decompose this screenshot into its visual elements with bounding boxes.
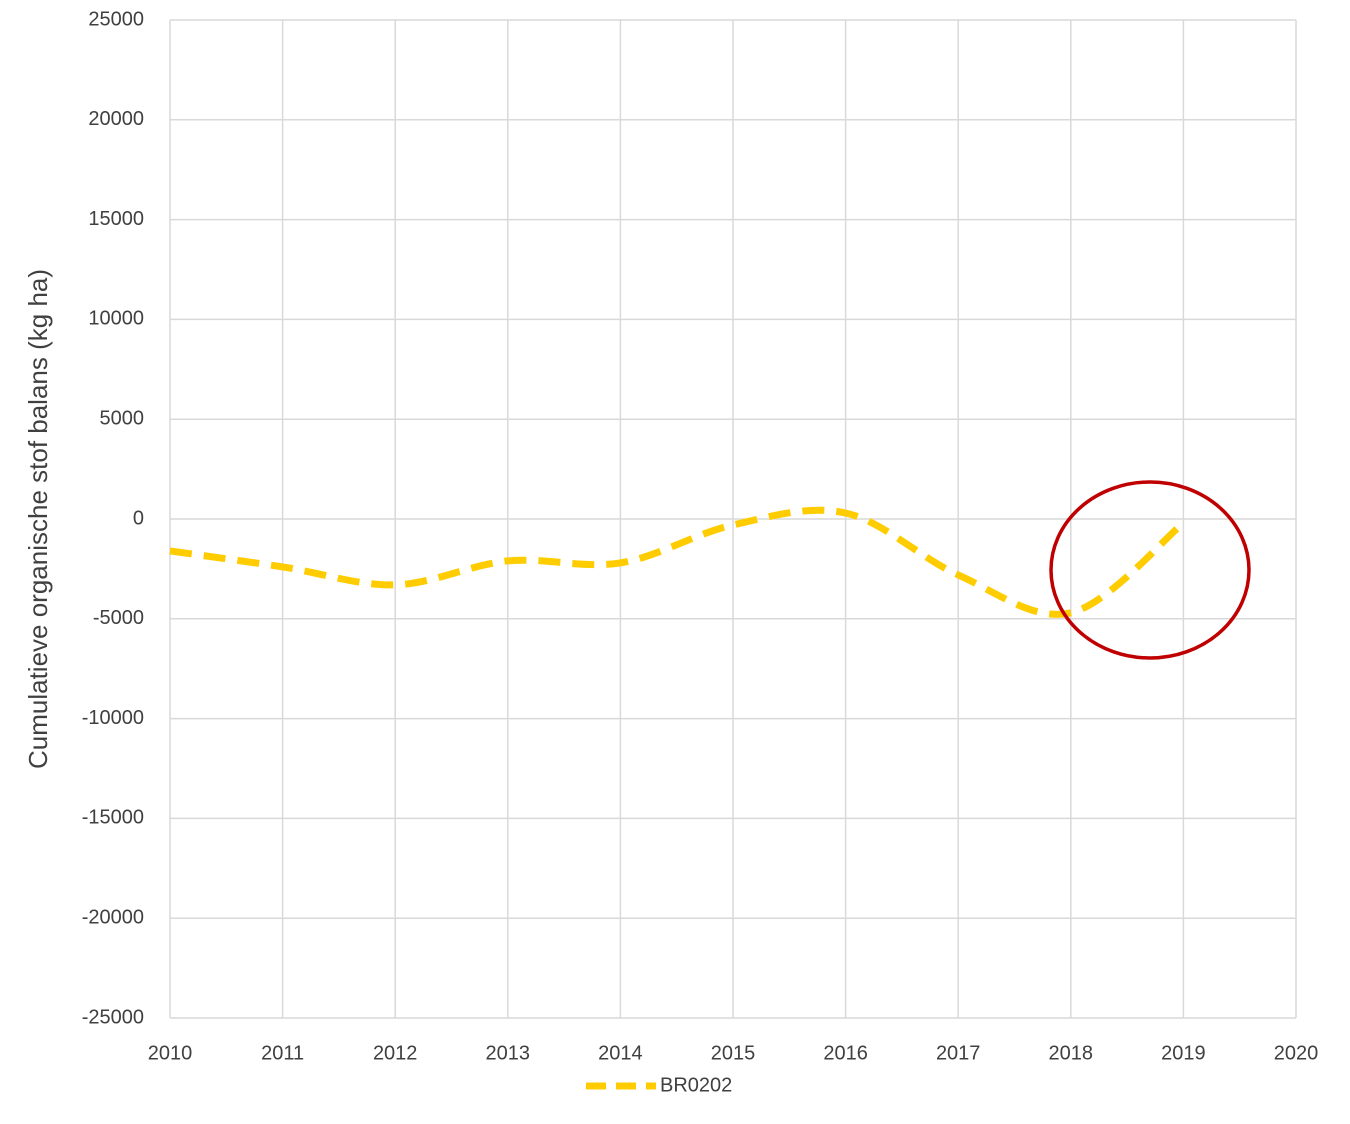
- x-tick-label: 2017: [936, 1042, 981, 1064]
- x-tick-label: 2015: [711, 1042, 756, 1064]
- y-tick-label: 0: [133, 507, 144, 529]
- y-tick-label: 10000: [88, 308, 144, 330]
- legend-label: BR0202: [660, 1074, 732, 1096]
- y-tick-label: 5000: [100, 407, 145, 429]
- x-tick-label: 2014: [598, 1042, 643, 1064]
- x-tick-label: 2016: [823, 1042, 868, 1064]
- x-tick-label: 2011: [261, 1042, 304, 1064]
- y-tick-label: -20000: [82, 906, 144, 928]
- x-tick-label: 2012: [373, 1042, 418, 1064]
- x-tick-label: 2019: [1161, 1042, 1206, 1064]
- y-tick-label: -15000: [82, 807, 144, 829]
- y-tick-label: 20000: [88, 108, 144, 130]
- x-tick-label: 2013: [486, 1042, 531, 1064]
- y-tick-label: 25000: [88, 8, 144, 30]
- y-tick-label: -5000: [93, 607, 144, 629]
- y-tick-label: -25000: [82, 1006, 144, 1028]
- line: [169, 506, 1186, 618]
- y-axis-label: Cumulatieve organische stof balans (kg h…: [23, 269, 53, 769]
- x-tick-label: 2010: [148, 1042, 193, 1064]
- legend: BR0202: [586, 1074, 732, 1096]
- highlight-circle: [1049, 480, 1251, 660]
- x-tick-label: 2020: [1274, 1042, 1319, 1064]
- y-tick-label: -10000: [82, 707, 144, 729]
- x-tick-label: 2018: [1049, 1042, 1094, 1064]
- y-tick-label: 15000: [88, 208, 144, 230]
